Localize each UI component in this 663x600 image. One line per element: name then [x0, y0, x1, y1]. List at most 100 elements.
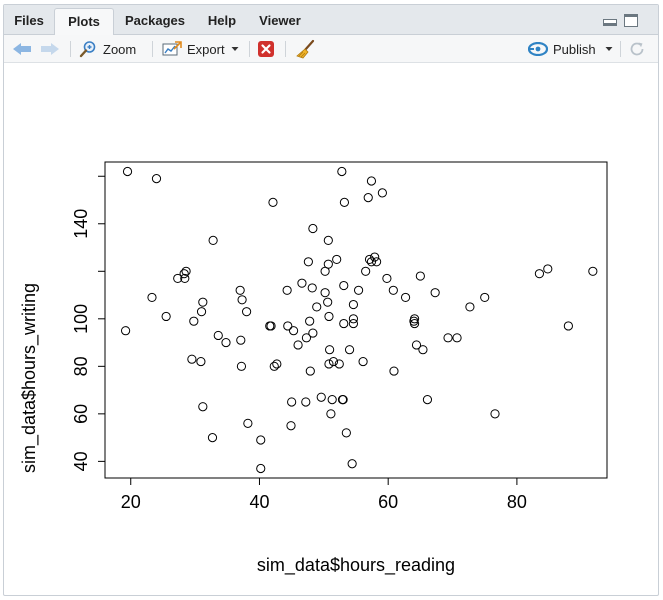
toolbar-separator: [249, 41, 250, 57]
broom-icon: [296, 39, 316, 59]
minimize-icon[interactable]: [602, 13, 618, 32]
data-point: [196, 356, 206, 367]
data-points: [120, 166, 598, 474]
y-tick-label: 60: [71, 404, 91, 424]
tab-plots[interactable]: Plots: [54, 8, 114, 36]
data-point: [236, 335, 246, 345]
data-point: [452, 333, 462, 343]
data-point: [198, 402, 208, 412]
data-point: [324, 311, 334, 322]
data-point: [358, 356, 368, 367]
data-point: [334, 359, 344, 369]
data-point: [348, 314, 359, 324]
toolbar-separator: [70, 41, 71, 57]
maximize-icon[interactable]: [623, 13, 639, 34]
toolbar-separator: [152, 41, 153, 57]
data-point: [161, 311, 171, 322]
clear-all-plots-button[interactable]: [296, 38, 316, 60]
data-point: [409, 314, 420, 324]
delete-plot-icon: [257, 40, 275, 58]
data-point: [339, 318, 349, 329]
data-point: [301, 333, 312, 343]
chevron-down-icon: [605, 46, 613, 52]
data-point: [323, 259, 333, 269]
back-arrow-icon[interactable]: [12, 38, 32, 60]
data-point: [320, 288, 330, 298]
data-point: [338, 394, 348, 405]
data-point: [388, 285, 398, 295]
data-point: [287, 397, 297, 407]
publish-button[interactable]: Publish: [528, 38, 613, 60]
forward-arrow-icon[interactable]: [40, 38, 60, 60]
data-point: [269, 361, 279, 371]
plots-toolbar: Zoom Export Pu: [4, 35, 658, 63]
x-tick-label: 40: [249, 492, 269, 512]
data-point: [179, 269, 189, 279]
toolbar-separator: [620, 41, 621, 57]
data-point: [236, 361, 247, 371]
data-point: [283, 321, 293, 331]
tab-files[interactable]: Files: [14, 13, 44, 28]
data-point: [323, 235, 333, 246]
data-point: [213, 330, 223, 341]
data-point: [326, 409, 336, 419]
data-point: [181, 266, 191, 276]
data-point: [363, 193, 373, 203]
data-point: [147, 292, 157, 303]
data-point: [543, 264, 553, 274]
data-point: [371, 257, 382, 267]
data-point: [325, 345, 335, 355]
publish-label: Publish: [553, 41, 596, 57]
data-point: [173, 273, 183, 284]
data-point: [339, 280, 349, 291]
data-point: [361, 266, 371, 276]
export-icon: [162, 41, 182, 57]
y-tick-label: 80: [71, 356, 91, 376]
data-point: [187, 354, 197, 364]
data-point: [366, 257, 377, 267]
data-point: [490, 409, 500, 419]
data-point: [312, 302, 322, 312]
delete-plot-button[interactable]: [257, 38, 275, 60]
data-point: [308, 223, 318, 234]
data-point: [189, 316, 199, 326]
data-point: [534, 269, 545, 279]
export-button[interactable]: Export: [162, 38, 239, 60]
data-point: [282, 285, 292, 295]
data-point: [286, 421, 296, 431]
data-point: [418, 345, 428, 355]
data-point: [344, 345, 355, 355]
data-point: [480, 292, 490, 303]
data-point: [235, 285, 245, 295]
data-point: [588, 266, 598, 276]
tab-viewer[interactable]: Viewer: [259, 13, 301, 28]
data-point: [409, 318, 420, 329]
y-tick-label: 140: [71, 209, 91, 239]
data-point: [422, 394, 433, 405]
publish-icon: [528, 42, 548, 56]
data-point: [305, 366, 315, 376]
x-tick-label: 60: [378, 492, 398, 512]
refresh-icon[interactable]: [628, 38, 646, 60]
tab-help[interactable]: Help: [207, 13, 237, 28]
data-point: [353, 285, 364, 295]
data-point: [151, 174, 162, 184]
data-point: [563, 321, 573, 331]
data-point: [377, 188, 387, 198]
data-point: [389, 366, 399, 376]
data-point: [443, 333, 453, 343]
data-point: [120, 326, 131, 336]
data-point: [341, 428, 351, 438]
data-point: [268, 197, 278, 207]
data-point: [347, 459, 357, 469]
data-point: [207, 433, 218, 443]
data-point: [243, 418, 253, 428]
data-point: [122, 166, 133, 177]
x-tick-label: 20: [121, 492, 141, 512]
y-axis: 40 60 80 100 140: [71, 175, 106, 471]
data-point: [301, 397, 311, 407]
data-point: [370, 252, 380, 262]
zoom-button[interactable]: Zoom: [79, 38, 136, 60]
data-point: [400, 292, 411, 303]
tab-packages[interactable]: Packages: [125, 13, 185, 28]
